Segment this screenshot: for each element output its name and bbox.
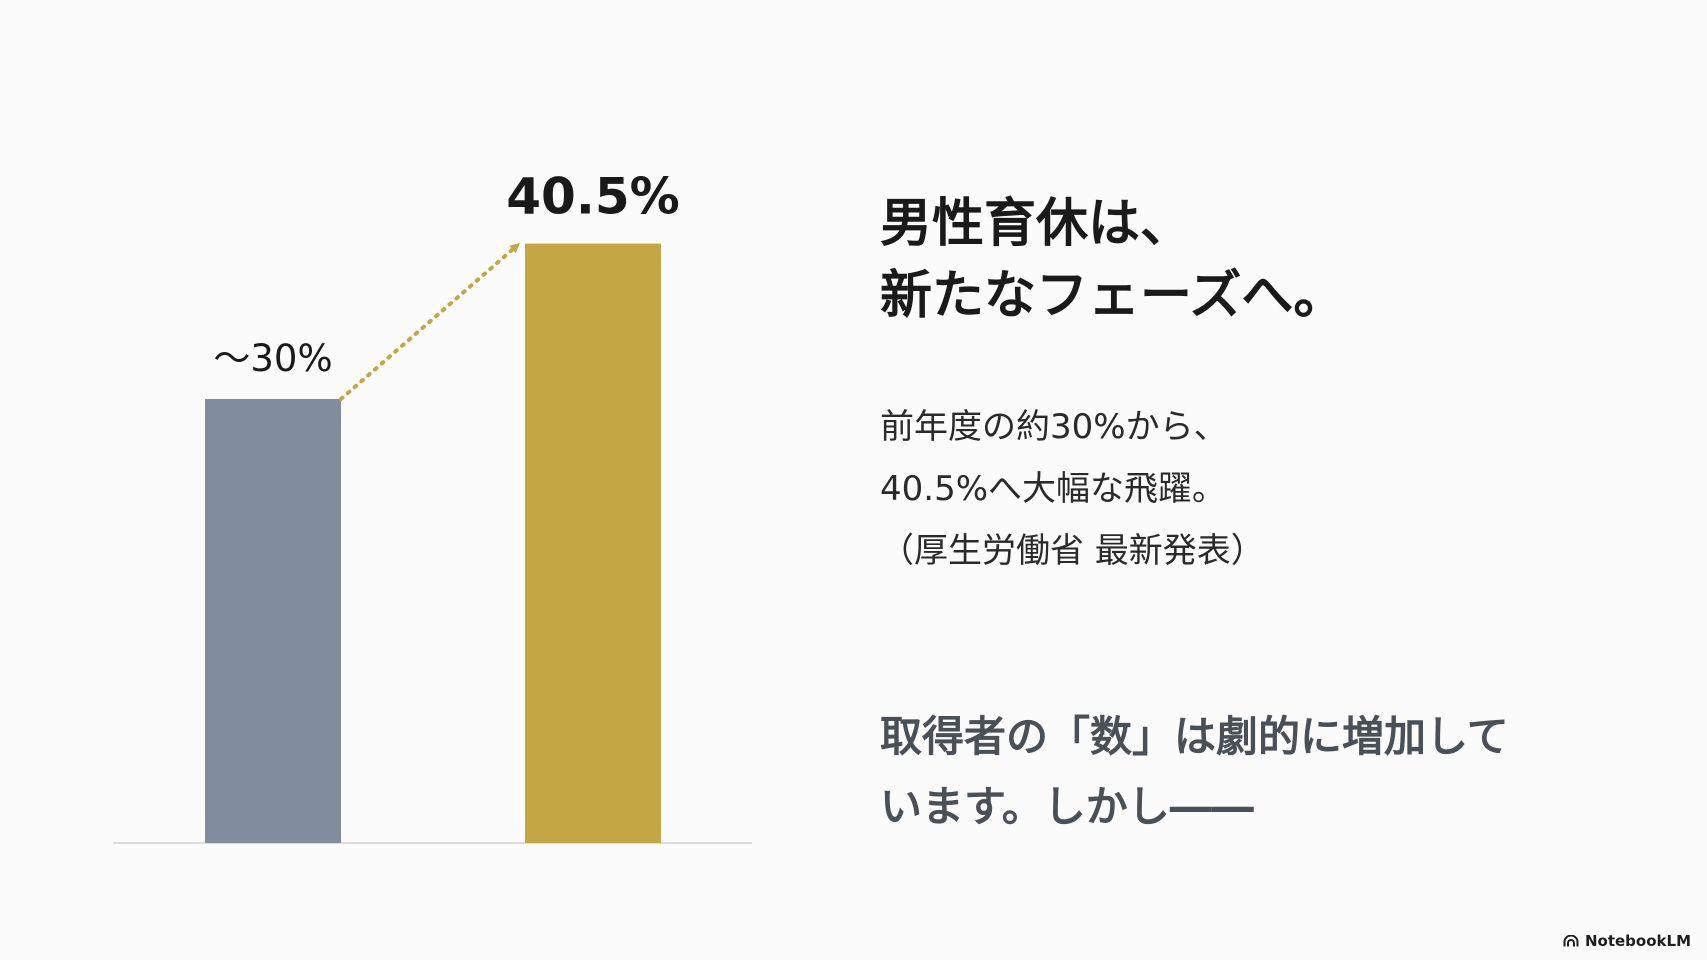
headline: 男性育休は、 新たなフェーズへ。 — [880, 188, 1345, 332]
growth-arrow — [339, 242, 521, 401]
notebooklm-logo-icon — [1563, 935, 1579, 947]
bar-2 — [525, 243, 661, 844]
body-line-1: 前年度の約30%から、 — [880, 407, 1228, 447]
headline-line-1: 男性育休は、 — [880, 193, 1193, 254]
body-text: 前年度の約30%から、 40.5%へ大幅な飛躍。 （厚生労働省 最新発表） — [880, 396, 1265, 582]
brand-label: NotebookLM — [1584, 932, 1691, 950]
bar-value-label-2: 40.5% — [506, 168, 679, 226]
body-line-2: 40.5%へ大幅な飛躍。 — [880, 469, 1227, 509]
conclusion-text: 取得者の「数」は劇的に増加して います。しかし―― — [880, 702, 1509, 842]
bar-value-label-1: 〜30% — [213, 337, 332, 380]
bar-chart: 〜30% 40.5% — [113, 168, 752, 844]
brand-watermark: NotebookLM — [1563, 932, 1691, 950]
body-line-3: （厚生労働省 最新発表） — [880, 531, 1265, 571]
headline-line-2: 新たなフェーズへ。 — [880, 265, 1346, 326]
bar-1 — [205, 399, 341, 843]
conclusion-line-2: います。しかし―― — [880, 782, 1254, 831]
conclusion-line-1: 取得者の「数」は劇的に増加して — [880, 712, 1509, 761]
